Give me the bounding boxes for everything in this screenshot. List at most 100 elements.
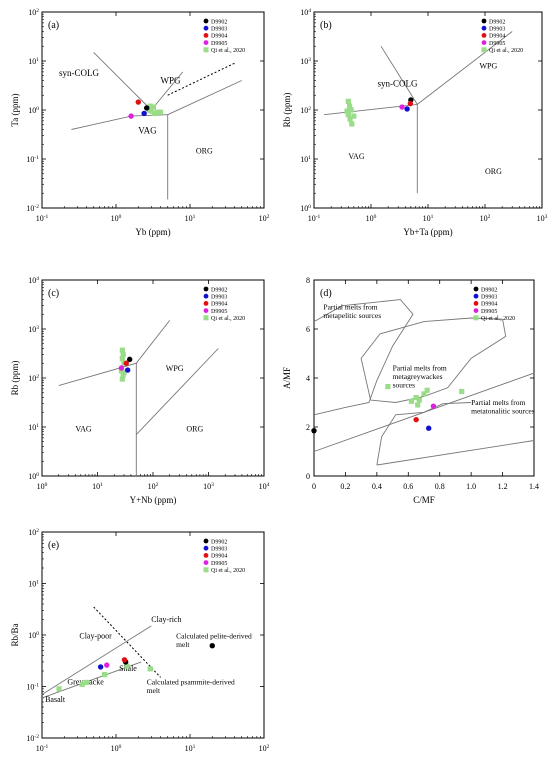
boundary-line [135, 320, 171, 364]
y-tick-label: 2 [306, 423, 310, 432]
legend-label: D9904 [489, 34, 505, 40]
data-point-square [413, 395, 419, 401]
data-point-square [120, 372, 126, 378]
data-point-square [150, 104, 156, 110]
data-point-square [346, 103, 353, 109]
x-tick-label: 0 [312, 482, 316, 491]
y-tick-label: 102 [28, 374, 39, 383]
x-tick-label: 100 [111, 744, 122, 753]
plot-frame [41, 279, 265, 477]
data-point-circle [141, 110, 147, 117]
y-tick-label: 0 [306, 472, 310, 481]
boundary-line [167, 80, 242, 116]
y-tick-label: 100 [300, 204, 311, 213]
data-point-square [124, 663, 130, 669]
data-point-square [121, 369, 127, 376]
legend-marker-square [203, 567, 209, 573]
legend-marker-circle [481, 40, 487, 45]
legend-label: D9905 [211, 561, 227, 567]
legend-label: D9905 [211, 309, 227, 315]
legend-marker-circle [203, 33, 209, 38]
legend-marker-circle [473, 286, 479, 292]
x-tick-label: 104 [259, 482, 270, 491]
legend-label: Qi et al., 2020 [211, 48, 245, 54]
x-axis-label: Y+Nb (ppm) [130, 495, 177, 505]
data-point-circle [399, 104, 405, 110]
field-label: Partial melts from metapelitic sources [323, 302, 381, 320]
y-tick-label: 10-2 [26, 204, 39, 213]
legend-label: Qi et al., 2020 [481, 316, 515, 322]
panel-label: (d) [320, 288, 332, 299]
x-tick-label: 100 [366, 214, 377, 223]
legend-marker-circle [203, 301, 209, 306]
y-axis-label: Rb/Ba [10, 623, 20, 646]
data-point-circle [404, 106, 410, 112]
x-tick-label: 101 [423, 214, 434, 223]
legend-marker-circle [203, 545, 209, 551]
legend-label: D9905 [481, 309, 497, 315]
data-point-square [154, 109, 160, 115]
legend-label: D9903 [489, 27, 505, 33]
y-tick-label: 101 [300, 155, 311, 164]
data-point-square [385, 383, 391, 390]
data-point-square [348, 107, 354, 113]
legend-marker-square [203, 315, 209, 321]
data-point-square [147, 103, 153, 109]
field-label: syn-COLG [59, 68, 99, 78]
legend-marker-circle [203, 560, 209, 565]
field-label: WPG [479, 62, 497, 71]
data-point-square [101, 672, 108, 678]
y-axis-label: A/MF [282, 367, 292, 389]
legend-label: D9904 [211, 554, 227, 560]
y-tick-label: 10-1 [26, 683, 39, 692]
y-tick-label: 4 [306, 374, 310, 383]
y-tick-label: 102 [28, 8, 39, 17]
field-label: Partial melts from metagreywackes sources [393, 364, 447, 390]
data-point-circle [144, 105, 150, 111]
data-point-square [415, 402, 421, 408]
data-point-square [56, 686, 62, 692]
data-point-circle [104, 662, 110, 668]
boundary-line [93, 52, 152, 111]
y-tick-label: 103 [300, 57, 311, 66]
legend-marker-circle [203, 40, 209, 45]
field-label: Basalt [45, 695, 66, 704]
x-tick-label: 103 [537, 214, 548, 223]
legend-marker-circle [481, 18, 487, 24]
legend-label: D9903 [481, 295, 497, 301]
field-boundaries: syn-COLG WPG VAG ORG [59, 52, 242, 200]
panel-label: (e) [48, 540, 59, 551]
y-tick-label: 100 [28, 631, 39, 640]
legend-marker-circle [473, 308, 479, 313]
y-tick-label: 10-2 [26, 734, 39, 743]
y-tick-label: 104 [28, 276, 39, 285]
field-label: Calculated pelite-derived melt [176, 632, 252, 650]
data-point-square [79, 681, 85, 687]
data-point-square [151, 110, 157, 117]
field-boundaries: Partial melts from metapelitic sources Par… [313, 299, 535, 466]
y-tick-label: 100 [28, 472, 39, 481]
y-tick-label: 100 [28, 106, 39, 115]
data-point-square [349, 121, 355, 127]
data-point-square [408, 398, 415, 404]
field-label: ORG [196, 146, 213, 155]
y-axis-label: Rb (ppm) [10, 361, 20, 396]
y-tick-label: 8 [306, 276, 310, 285]
data-point-circle [135, 99, 141, 105]
legend-label: D9903 [211, 547, 227, 553]
field-label: Clay-rich [151, 615, 181, 624]
boundary-line [380, 45, 418, 105]
field-boundaries: Clay-rich Clay-poor Calculated pelite-deri… [41, 606, 252, 704]
y-tick-label: 101 [28, 580, 39, 589]
x-tick-label: 100 [37, 482, 48, 491]
field-label: Partial melts from metatonalitic sources [471, 398, 535, 416]
chart-panel-3: 100 101 102 103 104 100 101 102 103 104 Y+Nb (ppm)… [10, 276, 270, 505]
data-point-circle [128, 113, 134, 119]
legend-label: D9903 [211, 295, 227, 301]
y-tick-label: 101 [28, 423, 39, 432]
legend-label: D9904 [481, 302, 497, 308]
data-point-square [147, 666, 153, 672]
legend-label: D9902 [481, 287, 497, 293]
boundary-line [417, 31, 513, 105]
